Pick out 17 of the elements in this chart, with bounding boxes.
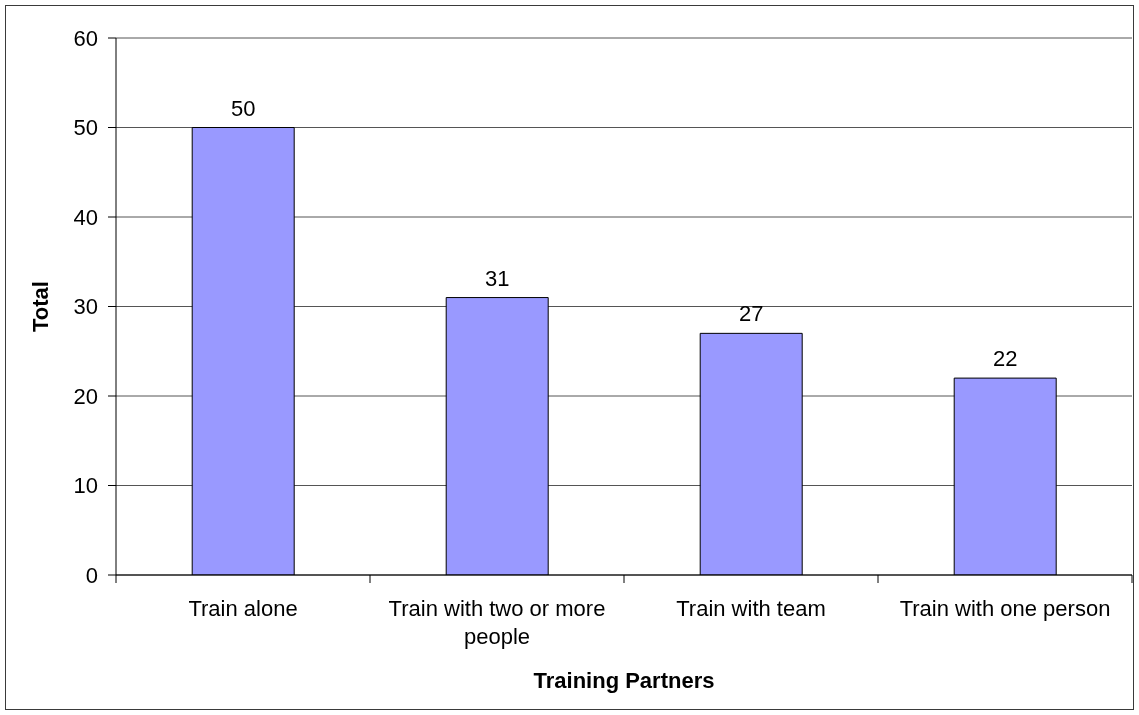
data-label: 22 (992, 345, 1017, 371)
data-label: 50 (230, 95, 255, 120)
x-axis-title: Training Partners (533, 667, 714, 692)
data-label: 31 (484, 265, 509, 291)
y-tick-label: 20 (73, 383, 98, 409)
x-tick-label: Train with team (675, 595, 826, 621)
y-tick-label: 50 (73, 114, 98, 140)
data-label: 27 (738, 300, 763, 326)
y-tick-label: 40 (73, 204, 98, 230)
y-tick-label: 0 (85, 562, 98, 588)
y-axis-title: Total (27, 280, 52, 332)
y-tick-label: 10 (73, 472, 98, 498)
y-tick-label: 60 (73, 25, 98, 51)
x-tick-label: Train with one person (899, 595, 1110, 621)
y-tick-label: 30 (73, 293, 98, 319)
x-tick-label: Train with two or more people (388, 595, 605, 649)
x-tick-label: Train alone (187, 595, 298, 621)
